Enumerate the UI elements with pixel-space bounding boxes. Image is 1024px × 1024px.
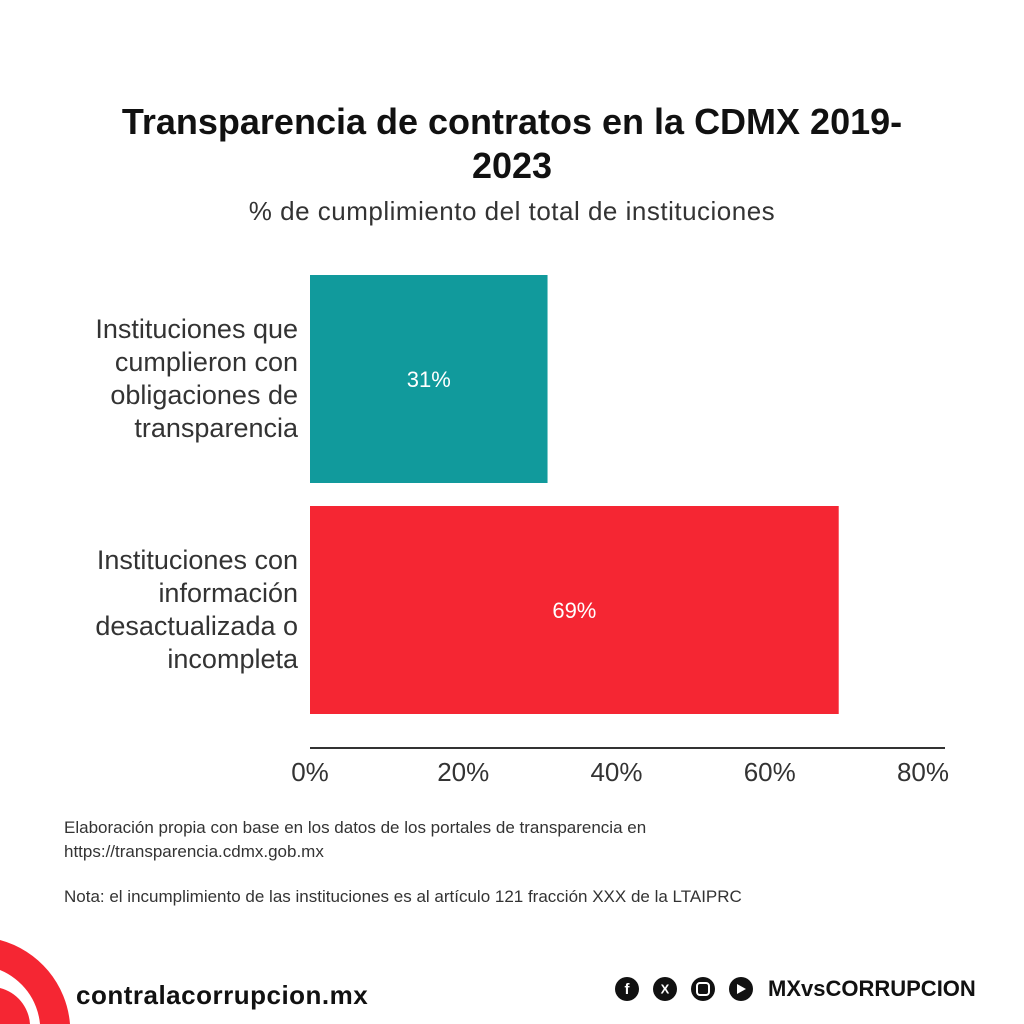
x-tick-label: 0% xyxy=(291,757,329,787)
source-note: Elaboración propia con base en los datos… xyxy=(64,818,647,861)
footnote: Nota: el incumplimiento de las instituci… xyxy=(64,887,742,906)
svg-text:f: f xyxy=(625,981,631,998)
value-label: 31% xyxy=(407,367,451,392)
x-tick-label: 60% xyxy=(744,757,796,787)
y-tick-label: Instituciones con información desactuali… xyxy=(95,545,298,674)
value-label: 69% xyxy=(552,598,596,623)
x-tick-label: 40% xyxy=(590,757,642,787)
website: contralacorrupcion.mx xyxy=(76,980,369,1010)
y-tick-label: Instituciones que cumplieron con obligac… xyxy=(95,314,298,443)
bar xyxy=(310,506,839,714)
bar xyxy=(310,275,548,483)
logo-dot xyxy=(0,988,30,1024)
social-icons: f X xyxy=(615,977,753,1001)
x-tick-label: 80% xyxy=(897,757,949,787)
social-handle: MXvsCORRUPCION xyxy=(768,976,976,1001)
logo-arc xyxy=(0,940,70,1024)
chart-subtitle: % de cumplimiento del total de instituci… xyxy=(248,196,776,226)
svg-text:X: X xyxy=(661,981,670,996)
x-tick-label: 20% xyxy=(437,757,489,787)
chart-title: Transparencia de contratos en la CDMX 20… xyxy=(121,101,903,186)
